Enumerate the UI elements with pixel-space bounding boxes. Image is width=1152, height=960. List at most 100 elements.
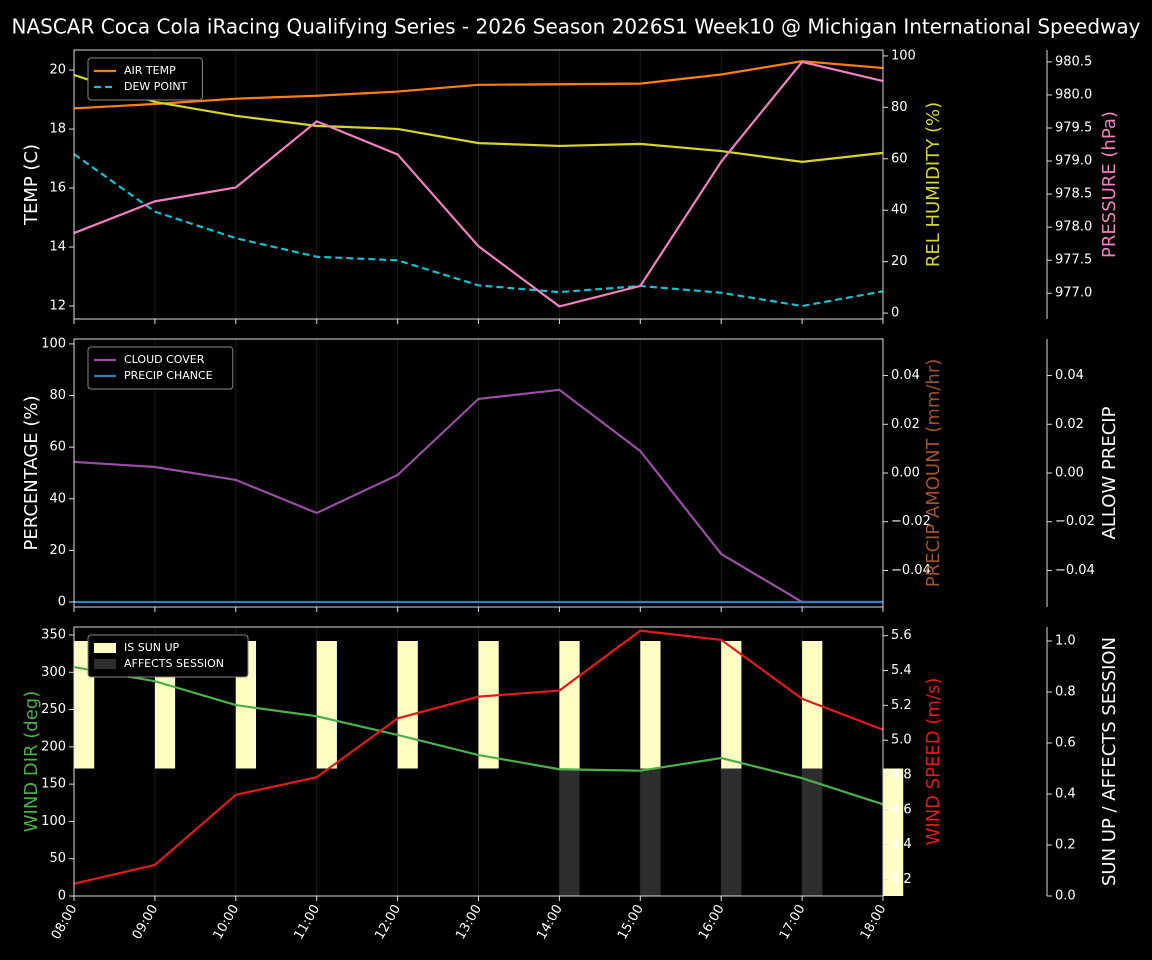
y-tick-label: 16 bbox=[49, 181, 66, 196]
y-tick-label: 100 bbox=[41, 336, 66, 351]
x-tick-label: 16:00 bbox=[696, 902, 728, 942]
y-tick-label: 4.6 bbox=[891, 802, 912, 817]
y-tick-label: 0.00 bbox=[1055, 466, 1084, 481]
y-tick-label: 40 bbox=[891, 203, 908, 218]
y-tick-label: 0.0 bbox=[1055, 889, 1076, 904]
x-tick-label: 17:00 bbox=[777, 902, 809, 942]
y-tick-label: 979.5 bbox=[1055, 120, 1092, 135]
y-tick-label: 978.0 bbox=[1055, 220, 1092, 235]
legend-label: PRECIP CHANCE bbox=[124, 369, 213, 382]
chart-title: NASCAR Coca Cola iRacing Qualifying Seri… bbox=[11, 15, 1140, 39]
legend-label: IS SUN UP bbox=[124, 641, 180, 654]
y-tick-label: 0.04 bbox=[1055, 368, 1084, 383]
y-tick-label: 80 bbox=[891, 100, 908, 115]
y-tick-label: −0.02 bbox=[1055, 514, 1095, 529]
series-line bbox=[73, 629, 884, 885]
axis-label: TEMP (C) bbox=[21, 144, 42, 226]
axis-label: WIND SPEED (m/s) bbox=[923, 678, 944, 846]
y-tick-label: 4.8 bbox=[891, 767, 912, 782]
legend-swatch bbox=[94, 643, 116, 653]
y-tick-label: 977.0 bbox=[1055, 286, 1092, 301]
axis-label: PRESSURE (hPa) bbox=[1099, 111, 1120, 258]
series-line bbox=[73, 73, 884, 163]
y-tick-label: 40 bbox=[49, 491, 66, 506]
bar bbox=[883, 768, 904, 896]
y-tick-label: 980.5 bbox=[1055, 54, 1092, 69]
y-tick-label: 150 bbox=[41, 777, 66, 792]
x-tick-label: 09:00 bbox=[130, 902, 162, 942]
bar bbox=[316, 641, 337, 769]
y-tick-label: 60 bbox=[49, 440, 66, 455]
y-tick-label: 5.2 bbox=[891, 698, 912, 713]
x-tick-label: 15:00 bbox=[615, 902, 647, 942]
y-tick-label: 14 bbox=[49, 240, 66, 255]
y-tick-label: 100 bbox=[41, 814, 66, 829]
y-tick-label: 4.4 bbox=[891, 837, 912, 852]
legend-label: CLOUD COVER bbox=[124, 353, 205, 366]
x-tick-label: 08:00 bbox=[49, 902, 81, 942]
y-tick-label: 0.00 bbox=[891, 466, 920, 481]
y-tick-label: 0.2 bbox=[1055, 838, 1076, 853]
axis-label: WIND DIR (deg) bbox=[21, 691, 42, 833]
x-tick-label: 13:00 bbox=[453, 902, 485, 942]
y-tick-label: 12 bbox=[49, 299, 66, 314]
legend-swatch bbox=[94, 659, 116, 669]
y-tick-label: 0 bbox=[891, 306, 899, 321]
y-tick-label: 350 bbox=[41, 627, 66, 642]
y-tick-label: 5.4 bbox=[891, 663, 912, 678]
legend-label: AIR TEMP bbox=[124, 64, 176, 77]
y-tick-label: 0.02 bbox=[1055, 417, 1084, 432]
bar bbox=[640, 768, 661, 896]
y-tick-label: 0.8 bbox=[1055, 685, 1076, 700]
y-tick-label: 5.6 bbox=[891, 628, 912, 643]
y-tick-label: 4.2 bbox=[891, 872, 912, 887]
y-tick-label: 50 bbox=[49, 851, 66, 866]
x-tick-label: 12:00 bbox=[372, 902, 404, 942]
series-line bbox=[73, 665, 884, 806]
y-tick-label: −0.02 bbox=[891, 514, 931, 529]
axis-label: PERCENTAGE (%) bbox=[21, 395, 42, 550]
y-tick-label: 100 bbox=[891, 48, 916, 63]
bar bbox=[721, 768, 742, 896]
y-tick-label: 0 bbox=[58, 594, 66, 609]
y-tick-label: 200 bbox=[41, 739, 66, 754]
bar bbox=[721, 641, 742, 769]
y-tick-label: 978.5 bbox=[1055, 187, 1092, 202]
legend-box bbox=[87, 57, 203, 101]
x-tick-label: 14:00 bbox=[534, 902, 566, 942]
y-tick-label: −0.04 bbox=[891, 563, 931, 578]
series-line bbox=[73, 60, 884, 110]
x-tick-label: 11:00 bbox=[291, 902, 323, 942]
y-tick-label: 20 bbox=[49, 543, 66, 558]
y-tick-label: 979.0 bbox=[1055, 154, 1092, 169]
legend-label: AFFECTS SESSION bbox=[124, 657, 224, 670]
y-tick-label: 0.6 bbox=[1055, 736, 1076, 751]
axis-label: REL HUMIDITY (%) bbox=[923, 102, 944, 267]
axis-label: SUN UP / AFFECTS SESSION bbox=[1099, 637, 1120, 886]
axis-label: PRECIP AMOUNT (mm/hr) bbox=[923, 359, 944, 588]
x-tick-label: 10:00 bbox=[211, 902, 243, 942]
y-tick-label: 250 bbox=[41, 702, 66, 717]
legend-box bbox=[87, 634, 249, 678]
series-line bbox=[73, 60, 884, 308]
y-tick-label: 20 bbox=[49, 63, 66, 78]
y-tick-label: 1.0 bbox=[1055, 634, 1076, 649]
bar bbox=[802, 641, 823, 769]
y-tick-label: 0.02 bbox=[891, 417, 920, 432]
y-tick-label: 0.04 bbox=[891, 368, 920, 383]
axis-label: ALLOW PRECIP bbox=[1099, 406, 1120, 539]
y-tick-label: 80 bbox=[49, 388, 66, 403]
bar bbox=[640, 641, 661, 769]
bar bbox=[559, 641, 580, 769]
y-tick-label: 60 bbox=[891, 151, 908, 166]
series-line bbox=[73, 388, 883, 604]
bar bbox=[559, 768, 580, 896]
bar bbox=[802, 768, 823, 896]
y-tick-label: 5.0 bbox=[891, 733, 912, 748]
x-tick-label: 18:00 bbox=[858, 902, 890, 942]
y-tick-label: 0.4 bbox=[1055, 787, 1076, 802]
y-tick-label: 0 bbox=[58, 889, 66, 904]
y-tick-label: −0.04 bbox=[1055, 563, 1095, 578]
y-tick-label: 980.0 bbox=[1055, 87, 1092, 102]
